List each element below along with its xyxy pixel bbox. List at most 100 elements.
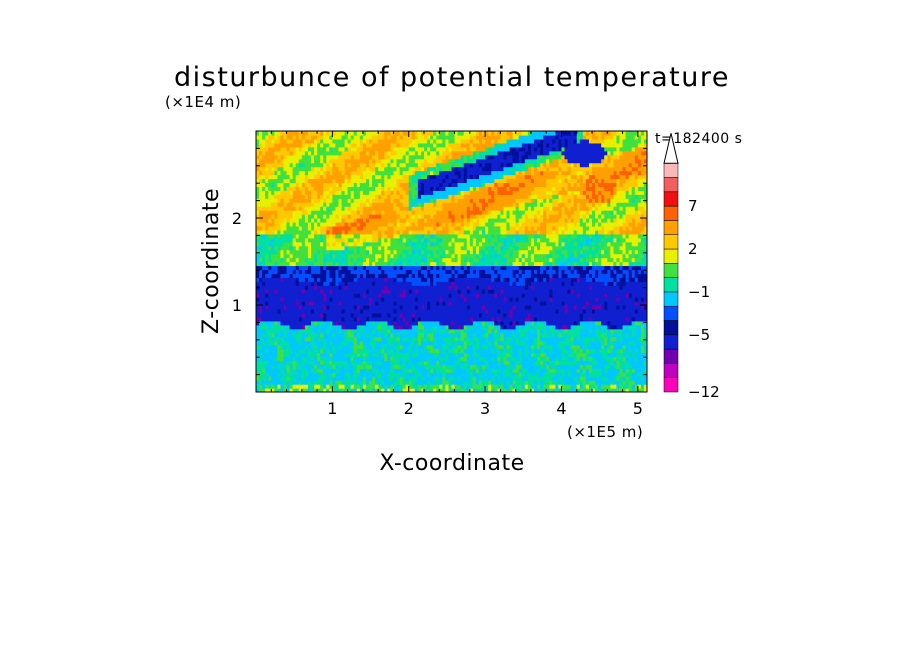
heatmap-cell — [625, 308, 630, 314]
heatmap-cell — [414, 340, 419, 346]
heatmap-cell — [482, 301, 486, 306]
heatmap-cell — [320, 376, 324, 381]
heatmap-cell — [372, 257, 376, 263]
heatmap-cell — [256, 305, 260, 310]
heatmap-cell — [295, 253, 300, 259]
heatmap-cell — [262, 297, 266, 302]
heatmap-cell — [353, 376, 358, 381]
heatmap-cell — [280, 376, 285, 381]
heatmap-cell — [378, 253, 382, 259]
heatmap-cell — [579, 281, 584, 286]
heatmap-cell — [509, 388, 514, 392]
heatmap-cell — [408, 352, 413, 358]
heatmap-cell — [631, 332, 636, 338]
heatmap-cell — [466, 372, 471, 377]
heatmap-cell — [613, 305, 618, 310]
heatmap-cell — [622, 312, 627, 318]
heatmap-cell — [280, 352, 285, 358]
heatmap-cell — [335, 344, 340, 350]
heatmap-cell — [454, 289, 459, 294]
heatmap-cell — [558, 312, 563, 318]
heatmap-cell — [350, 293, 355, 298]
heatmap-cell — [457, 380, 462, 385]
heatmap-cell — [460, 368, 465, 373]
heatmap-cell — [408, 257, 413, 263]
heatmap-cell — [402, 328, 407, 334]
heatmap-cell — [585, 301, 590, 306]
heatmap-cell — [619, 293, 624, 298]
heatmap-cell — [598, 277, 602, 282]
heatmap-cell — [463, 344, 468, 350]
heatmap-cell — [482, 285, 486, 290]
heatmap-cell — [338, 305, 343, 310]
heatmap-cell — [576, 301, 581, 306]
heatmap-cell — [320, 360, 324, 365]
heatmap-cell — [543, 364, 547, 369]
heatmap-cell — [579, 336, 584, 342]
heatmap-cell — [622, 293, 627, 298]
heatmap-cell — [411, 308, 416, 314]
heatmap-cell — [393, 316, 398, 322]
heatmap-cell — [567, 380, 572, 385]
heatmap-cell — [637, 305, 642, 310]
heatmap-cell — [515, 289, 520, 294]
heatmap-cell — [521, 360, 526, 365]
heatmap-cell — [567, 332, 572, 338]
heatmap-cell — [341, 308, 346, 314]
heatmap-cell — [530, 257, 535, 263]
heatmap-cell — [628, 368, 633, 373]
heatmap-cell — [436, 340, 440, 346]
heatmap-cell — [509, 328, 514, 334]
heatmap-cell — [475, 384, 480, 389]
heatmap-cell — [503, 257, 508, 263]
heatmap-cell — [408, 328, 413, 334]
heatmap-cell — [439, 257, 443, 263]
heatmap-cell — [259, 305, 263, 310]
heatmap-cell — [286, 348, 291, 354]
heatmap-cell — [424, 253, 428, 259]
heatmap-cell — [497, 364, 501, 369]
heatmap-cell — [460, 360, 465, 365]
heatmap-cell — [619, 285, 624, 290]
heatmap-cell — [631, 269, 636, 274]
heatmap-cell — [546, 265, 550, 271]
heatmap-cell — [307, 289, 312, 294]
heatmap-cell — [442, 384, 446, 389]
heatmap-cell — [475, 360, 480, 365]
heatmap-cell — [601, 265, 605, 271]
heatmap-cell — [475, 372, 480, 377]
heatmap-cell — [610, 273, 614, 278]
heatmap-cell — [384, 265, 388, 271]
heatmap-cell — [640, 360, 645, 365]
heatmap-cell — [402, 384, 407, 389]
heatmap-cell — [506, 388, 511, 392]
heatmap-cell — [442, 340, 446, 346]
heatmap-cell — [451, 269, 456, 274]
heatmap-cell — [262, 328, 266, 334]
heatmap-cell — [411, 352, 416, 358]
heatmap-cell — [460, 301, 465, 306]
heatmap-cell — [436, 380, 440, 385]
heatmap-cell — [524, 360, 529, 365]
heatmap-cell — [515, 328, 520, 334]
heatmap-cell — [286, 388, 291, 392]
heatmap-cell — [485, 281, 489, 286]
heatmap-cell — [384, 376, 388, 381]
heatmap-cell — [265, 372, 269, 377]
heatmap-cell — [460, 285, 465, 290]
heatmap-cell — [500, 384, 505, 389]
heatmap-cell — [427, 340, 431, 346]
heatmap-cell — [628, 388, 633, 392]
heatmap-cell — [524, 376, 529, 381]
heatmap-cell — [381, 388, 385, 392]
heatmap-cell — [491, 356, 495, 361]
heatmap-cell — [353, 273, 358, 278]
heatmap-cell — [601, 261, 605, 267]
heatmap-cell — [540, 328, 544, 334]
heatmap-cell — [573, 297, 578, 302]
heatmap-cell — [408, 344, 413, 350]
heatmap-cell — [506, 344, 511, 350]
heatmap-cell — [533, 324, 538, 330]
heatmap-cell — [454, 308, 459, 314]
heatmap-cell — [558, 261, 563, 267]
